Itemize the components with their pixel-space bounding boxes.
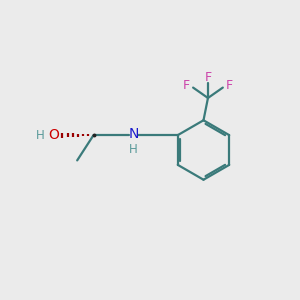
Text: N: N	[128, 127, 139, 141]
Text: O: O	[48, 128, 59, 142]
Text: F: F	[183, 79, 190, 92]
Text: H: H	[36, 129, 44, 142]
Text: H: H	[129, 143, 138, 156]
Text: F: F	[226, 79, 233, 92]
Text: F: F	[204, 71, 211, 84]
